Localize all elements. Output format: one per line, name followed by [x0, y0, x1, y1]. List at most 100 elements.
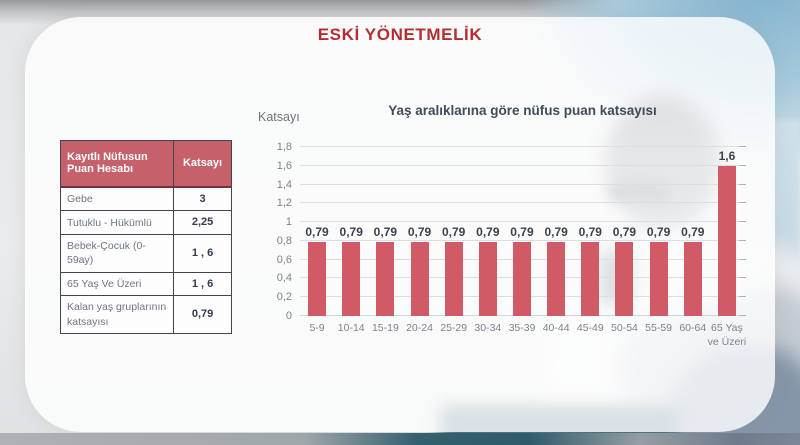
gridline [300, 202, 744, 204]
table-row: Tutuklu - Hükümlü 2,25 [59, 210, 232, 236]
table-row: 65 Yaş Ve Üzeri 1 , 6 [59, 271, 232, 297]
table-header-value: Katsayı [173, 140, 232, 188]
bar [512, 241, 531, 316]
right-tick [739, 239, 746, 241]
bar-column: 0,79 [368, 147, 402, 316]
background-bottom-strip [0, 433, 800, 445]
row-value: 1 , 6 [173, 271, 232, 297]
bar-column: 0,79 [334, 147, 368, 316]
bar [683, 241, 702, 316]
y-tick-label: 1,4 [276, 178, 292, 191]
y-axis-label: Katsayı [258, 110, 300, 124]
bar-value-label: 0,79 [544, 224, 568, 239]
bar [581, 241, 600, 316]
bar-value-label: 1,6 [718, 148, 736, 163]
y-tick-label: 0,4 [276, 272, 292, 285]
table-row: Kalan yaş gruplarının katsayısı 0,79 [59, 295, 232, 334]
bar-column: 0,79 [437, 147, 471, 316]
bar-value-label: 0,79 [612, 224, 637, 239]
bar-value-label: 0,79 [646, 224, 671, 239]
bar-value-label: 0,79 [407, 224, 432, 239]
table-header-row: Kayıtlı Nüfusun Puan Hesabı Katsayı [59, 140, 232, 188]
row-value: 0,79 [173, 295, 232, 334]
y-tick-label: 1 [285, 216, 292, 229]
right-tick [739, 258, 746, 260]
bar-column: 0,79 [676, 147, 710, 316]
bar-column: 0,79 [642, 147, 676, 316]
bar-column: 0,79 [607, 147, 641, 316]
right-tick [739, 164, 746, 166]
coefficient-table: Kayıtlı Nüfusun Puan Hesabı Katsayı Gebe… [59, 140, 232, 334]
y-tick-label: 1,2 [276, 197, 292, 210]
row-label: Gebe [59, 185, 175, 212]
gridline [300, 183, 744, 185]
x-tick-label: 10-14 [337, 322, 365, 334]
gridline [300, 146, 744, 147]
right-tick [739, 202, 746, 204]
bar [376, 241, 395, 316]
x-tick-label: 35-39 [508, 322, 536, 334]
right-tick [739, 277, 746, 279]
y-tick-label: 0 [285, 310, 292, 322]
x-tick-label: 20-24 [406, 322, 433, 334]
right-tick [739, 183, 746, 185]
row-label: Kalan yaş gruplarının katsayısı [59, 295, 175, 334]
chart-title: Yaş aralıklarına göre nüfus puan katsayı… [388, 103, 657, 118]
table-header-label: Kayıtlı Nüfusun Puan Hesabı [59, 140, 175, 188]
bar [717, 165, 736, 316]
x-axis-labels: 5-9 10-14 15-19 20-24 25-29 30-34 35-39 40-44 45… [300, 322, 747, 367]
bar [410, 241, 429, 316]
bar-column: 0,79 [573, 147, 607, 316]
bar-value-label: 0,79 [476, 224, 500, 239]
bar-column: 0,79 [300, 147, 334, 316]
bar-column: 1,6 [710, 147, 744, 316]
x-tick-label: 5-9 [309, 322, 325, 334]
x-tick-label: 55-59 [645, 322, 673, 334]
gridline [300, 164, 744, 166]
bar [615, 241, 634, 316]
bar-value-label: 0,79 [305, 224, 329, 239]
y-tick-label: 1,8 [276, 141, 292, 153]
table-row: Bebek-Çocuk (0-59ay) 1 , 6 [59, 234, 232, 273]
bar-column: 0,79 [539, 147, 573, 316]
bar [547, 241, 566, 316]
row-value: 3 [173, 185, 232, 212]
x-tick-label: 40-44 [542, 322, 570, 334]
x-tick-label: 50-54 [611, 322, 638, 334]
gridline [300, 239, 744, 241]
row-label: Tutuklu - Hükümlü [59, 210, 175, 236]
right-tick [739, 146, 746, 147]
x-tick-label: 60-64 [679, 322, 707, 334]
x-tick-label: 25-29 [440, 322, 468, 334]
y-tick-label: 0,6 [276, 253, 292, 266]
bar [308, 241, 327, 316]
row-value: 1 , 6 [173, 234, 232, 273]
bar-value-label: 0,79 [681, 224, 705, 239]
bar-value-label: 0,79 [339, 224, 363, 239]
bar [444, 241, 463, 316]
bar-column: 0,79 [505, 147, 539, 316]
bar-column: 0,79 [402, 147, 436, 316]
right-tick [739, 315, 746, 316]
bar-column: 0,79 [471, 147, 505, 316]
bar [342, 241, 361, 316]
x-tick-label: 30-34 [474, 322, 502, 334]
row-label: 65 Yaş Ve Üzeri [59, 271, 175, 297]
bar [649, 241, 668, 316]
bar-value-label: 0,79 [578, 224, 602, 239]
table-body: Gebe 3 Tutuklu - Hükümlü 2,25 Bebek-Çocuk (0… [59, 185, 232, 334]
y-axis-ticks: 0 0,2 0,4 0,6 0,8 1 1,2 1,4 1,6 1,8 [252, 141, 292, 322]
slide-title: ESKİ YÖNETMELİK [317, 25, 483, 44]
y-tick-label: 0,8 [276, 234, 292, 247]
gridline [300, 221, 744, 223]
x-tick-label: 65 Yaş ve Üzeri [707, 322, 747, 348]
right-tick [739, 296, 746, 298]
row-label: Bebek-Çocuk (0-59ay) [59, 234, 175, 273]
table-row: Gebe 3 [59, 185, 232, 212]
y-tick-label: 1,6 [276, 159, 292, 172]
chart-plot-area: 0,79 0,79 0,79 0,79 0,79 0,79 0,79 0,79 0,79 0,79… [300, 146, 746, 316]
right-tick [739, 221, 746, 223]
bar-value-label: 0,79 [441, 224, 466, 239]
bar [478, 241, 497, 316]
